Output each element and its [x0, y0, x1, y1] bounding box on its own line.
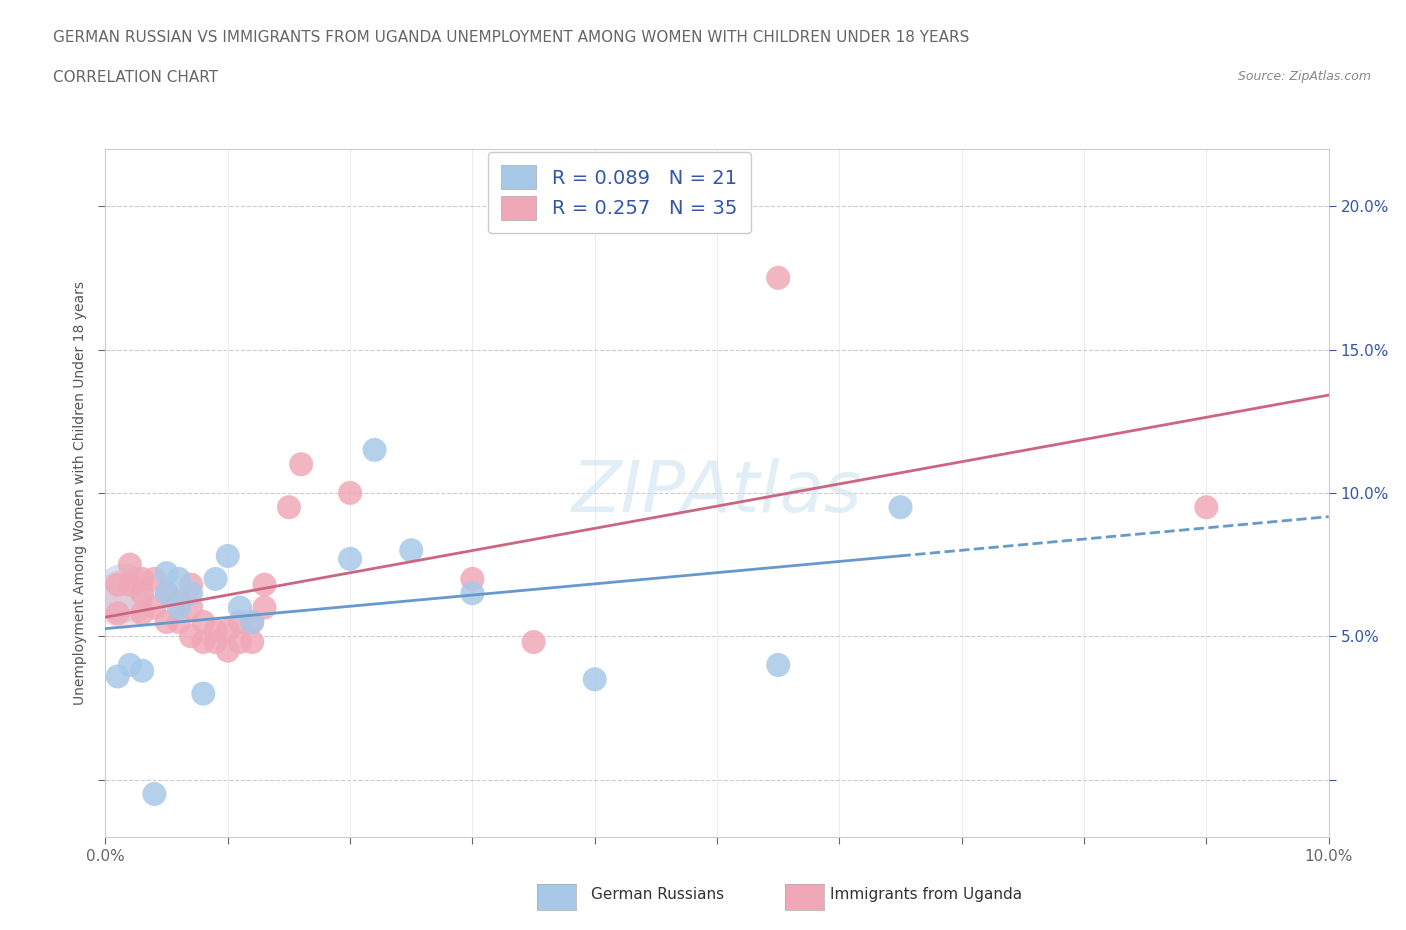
Point: [290, 457, 312, 472]
Point: [155, 586, 177, 601]
Point: [131, 586, 153, 601]
Point: [167, 600, 190, 615]
Point: [253, 578, 276, 592]
Point: [229, 615, 252, 630]
Point: [118, 557, 141, 572]
Point: [339, 485, 361, 500]
Point: [217, 549, 239, 564]
Point: [180, 629, 202, 644]
Point: [143, 571, 166, 587]
Text: ZIPAtlas: ZIPAtlas: [572, 458, 862, 527]
Point: [240, 615, 263, 630]
Text: CORRELATION CHART: CORRELATION CHART: [53, 70, 218, 85]
Point: [583, 671, 606, 686]
Point: [768, 658, 790, 672]
Point: [107, 669, 129, 684]
Point: [112, 591, 135, 606]
Point: [118, 658, 141, 672]
Point: [523, 634, 546, 649]
Point: [461, 571, 484, 587]
Point: [107, 606, 129, 621]
Point: [278, 499, 301, 514]
Point: [167, 571, 190, 587]
Point: [155, 565, 177, 580]
Point: [461, 586, 484, 601]
Point: [1195, 499, 1218, 514]
Point: [155, 615, 177, 630]
Point: [229, 600, 252, 615]
Point: [167, 615, 190, 630]
Point: [204, 571, 226, 587]
Point: [112, 586, 135, 601]
Text: GERMAN RUSSIAN VS IMMIGRANTS FROM UGANDA UNEMPLOYMENT AMONG WOMEN WITH CHILDREN : GERMAN RUSSIAN VS IMMIGRANTS FROM UGANDA…: [53, 30, 970, 45]
Point: [143, 600, 166, 615]
Point: [240, 615, 263, 630]
Point: [889, 499, 911, 514]
Point: [107, 578, 129, 592]
Point: [180, 578, 202, 592]
Point: [118, 578, 141, 592]
Point: [193, 634, 215, 649]
Point: [204, 634, 226, 649]
Point: [193, 686, 215, 701]
Point: [339, 551, 361, 566]
Point: [217, 623, 239, 638]
Text: Immigrants from Uganda: Immigrants from Uganda: [830, 887, 1022, 902]
Point: [193, 615, 215, 630]
Point: [253, 600, 276, 615]
Point: [131, 606, 153, 621]
Y-axis label: Unemployment Among Women with Children Under 18 years: Unemployment Among Women with Children U…: [73, 281, 87, 705]
Legend: R = 0.089   N = 21, R = 0.257   N = 35: R = 0.089 N = 21, R = 0.257 N = 35: [488, 152, 751, 233]
Point: [217, 644, 239, 658]
Point: [204, 623, 226, 638]
Point: [240, 634, 263, 649]
Point: [229, 634, 252, 649]
Text: Source: ZipAtlas.com: Source: ZipAtlas.com: [1237, 70, 1371, 83]
Point: [768, 271, 790, 286]
Point: [131, 571, 153, 587]
Point: [143, 787, 166, 802]
Point: [155, 586, 177, 601]
Point: [180, 600, 202, 615]
Point: [401, 543, 423, 558]
Point: [180, 586, 202, 601]
Text: German Russians: German Russians: [591, 887, 724, 902]
Point: [131, 663, 153, 678]
Point: [363, 443, 385, 458]
Point: [167, 594, 190, 609]
